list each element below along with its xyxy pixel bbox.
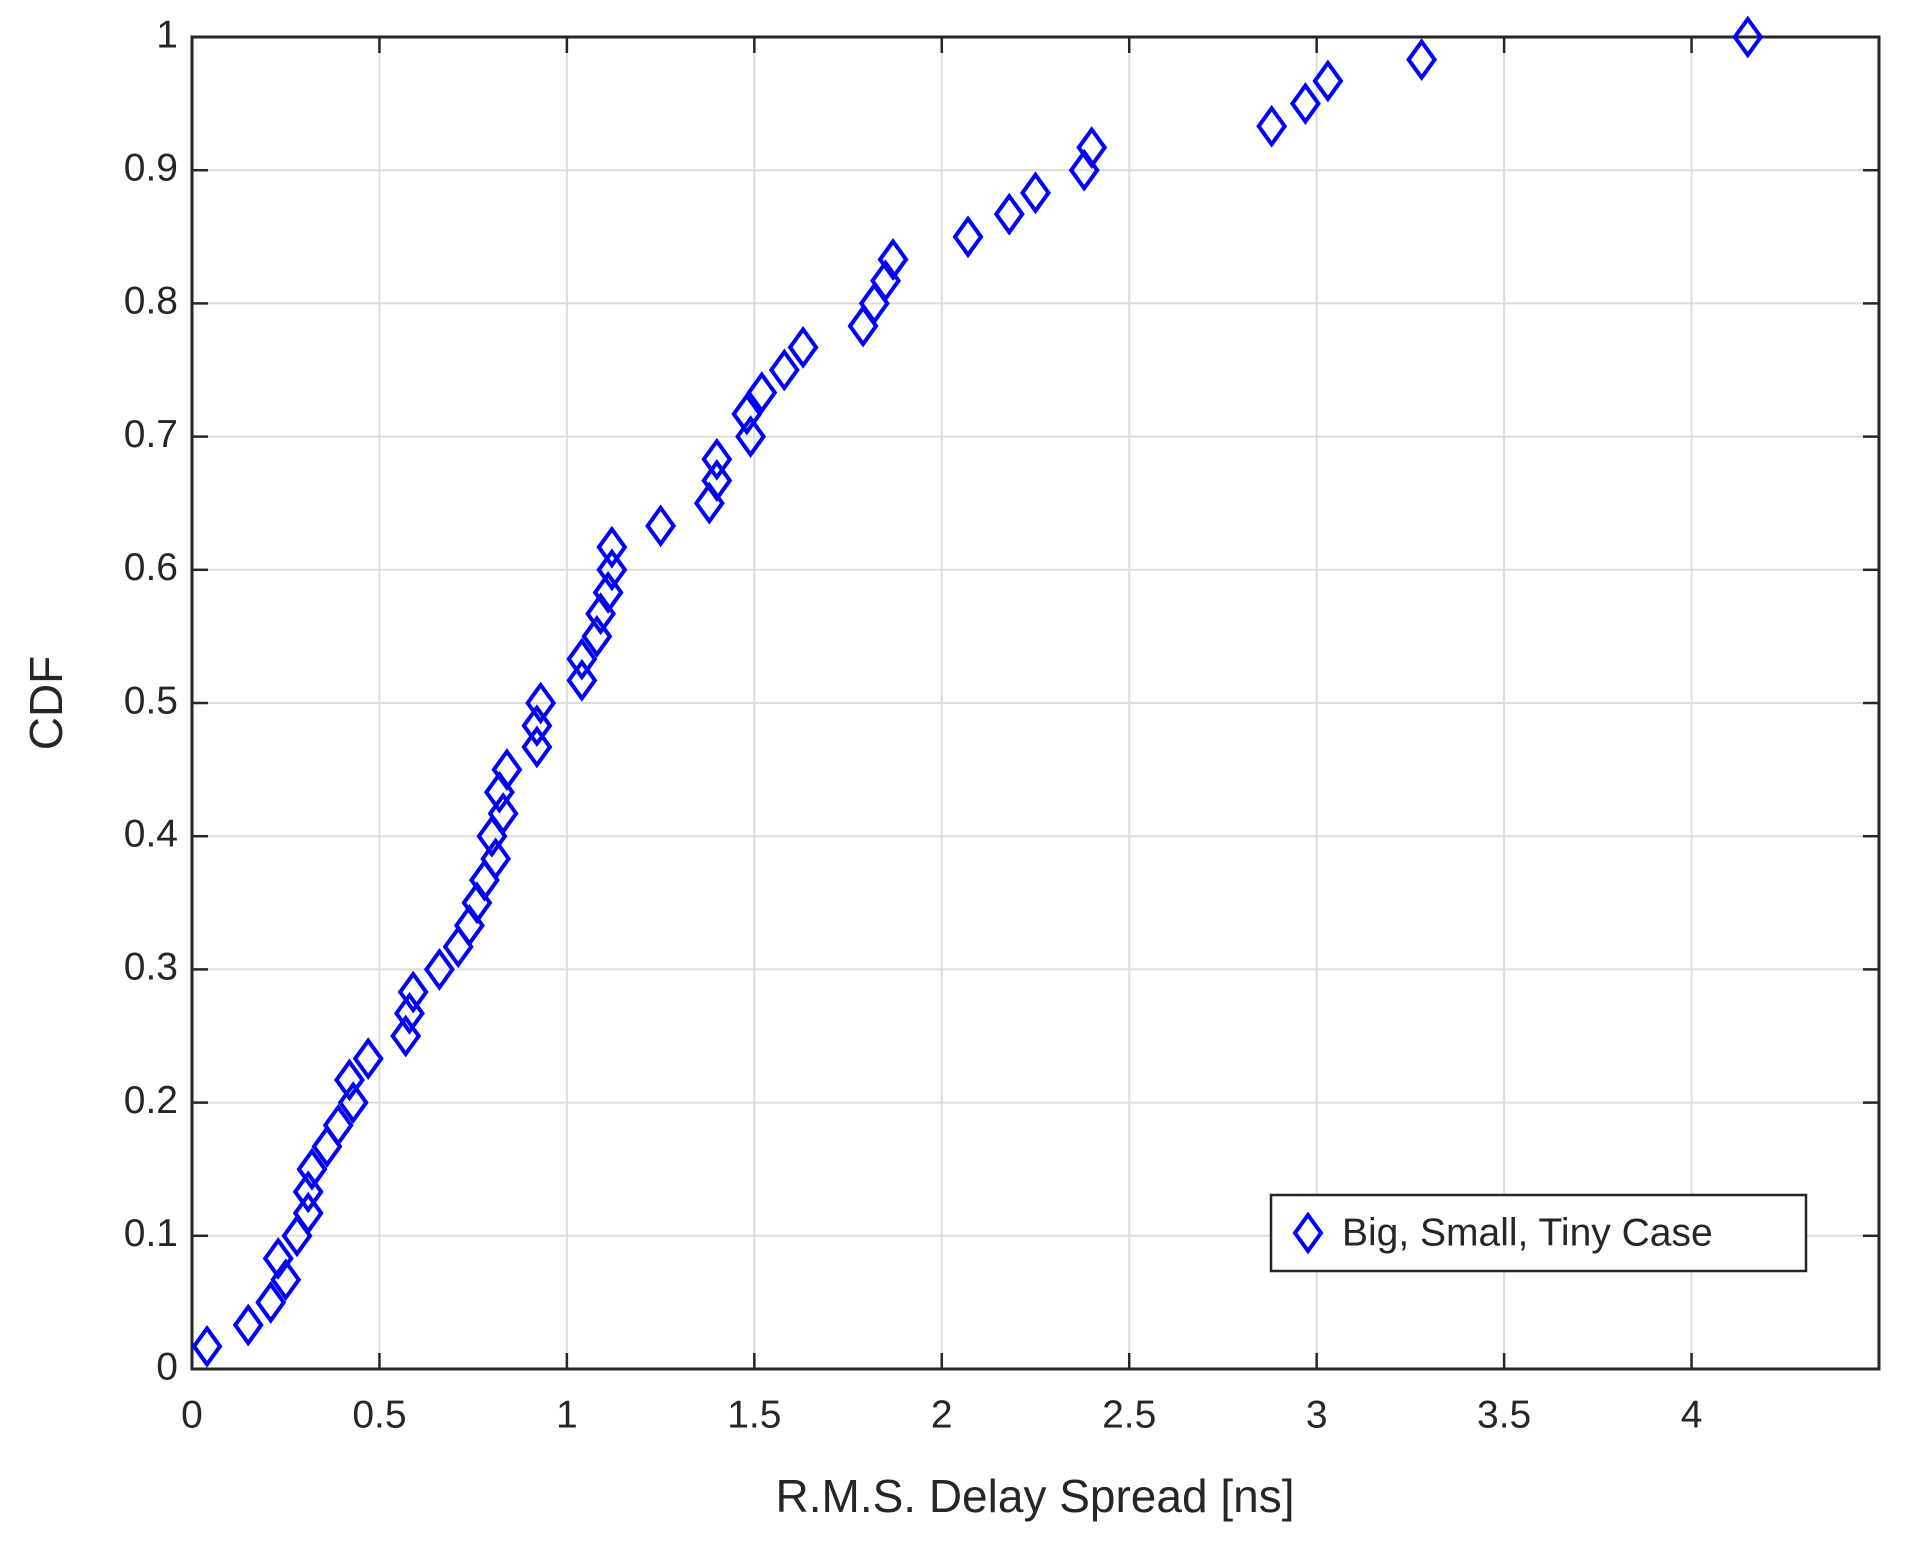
marker [566, 658, 598, 702]
marker [877, 238, 909, 281]
marker [487, 792, 519, 835]
marker [393, 991, 425, 1035]
marker [390, 1014, 422, 1058]
marker [491, 748, 523, 792]
marker [292, 1170, 324, 1214]
y-tick-label: 0.6 [124, 546, 178, 589]
marker [993, 192, 1025, 236]
y-tick-label: 0.8 [124, 280, 178, 323]
marker [1312, 59, 1344, 103]
marker [592, 571, 624, 614]
x-tick-label: 2.5 [1102, 1393, 1156, 1436]
marker [322, 1103, 354, 1147]
marker [1732, 15, 1764, 59]
y-tick-label: 0.3 [124, 946, 178, 989]
marker [423, 947, 455, 991]
x-tick-label: 3.5 [1477, 1393, 1531, 1436]
marker [1076, 126, 1108, 169]
marker [701, 437, 733, 481]
x-tick-label: 3 [1306, 1393, 1328, 1436]
marker [232, 1303, 264, 1347]
marker [292, 1191, 324, 1235]
marker [731, 392, 763, 436]
x-tick-label: 2 [931, 1393, 953, 1436]
marker [746, 371, 778, 415]
marker [645, 504, 677, 548]
marker [397, 970, 429, 1014]
marker [521, 704, 553, 748]
marker [480, 837, 512, 881]
marker [581, 614, 613, 658]
x-tick-label: 4 [1681, 1393, 1703, 1436]
x-tick-label: 1.5 [727, 1393, 781, 1436]
marker [521, 725, 553, 769]
marker [337, 1081, 369, 1125]
y-tick-label: 0.7 [124, 413, 178, 456]
marker [1020, 171, 1051, 215]
y-tick-label: 0.5 [124, 679, 178, 722]
marker [296, 1147, 328, 1191]
y-tick-label: 0 [156, 1345, 178, 1388]
x-axis-label: R.M.S. Delay Spread [ns] [776, 1470, 1295, 1522]
y-tick-label: 1 [156, 13, 178, 56]
marker [596, 525, 628, 569]
marker [952, 215, 984, 259]
marker [1256, 104, 1288, 148]
marker [1406, 38, 1438, 82]
marker [768, 348, 800, 392]
marker [596, 548, 628, 592]
marker [1289, 82, 1321, 126]
marker [787, 325, 819, 369]
x-tick-label: 0 [181, 1393, 203, 1436]
marker [525, 681, 557, 725]
y-tick-label: 0.4 [124, 812, 178, 855]
marker [352, 1037, 384, 1081]
x-tick-label: 1 [556, 1393, 578, 1436]
y-tick-label: 0.9 [124, 146, 178, 189]
legend-label: Big, Small, Tiny Case [1342, 1211, 1713, 1254]
x-tick-label: 0.5 [352, 1393, 406, 1436]
marker [191, 1324, 223, 1368]
y-tick-label: 0.1 [124, 1212, 178, 1255]
y-tick-label: 0.2 [124, 1079, 178, 1122]
marker [701, 459, 733, 502]
plot-frame [190, 35, 1881, 1371]
marker [566, 637, 598, 681]
marker [262, 1237, 294, 1280]
marker [255, 1280, 287, 1324]
legend-box [1269, 1193, 1808, 1273]
y-axis-label: CDF [20, 656, 72, 751]
marker [333, 1058, 365, 1102]
marker [735, 415, 767, 459]
legend-marker [1292, 1211, 1324, 1255]
